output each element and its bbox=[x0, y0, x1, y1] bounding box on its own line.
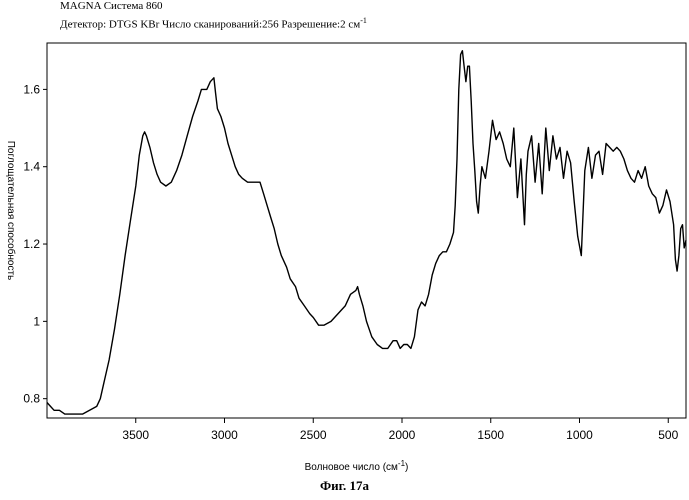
spectrum-line bbox=[47, 51, 686, 414]
figure-caption: Фиг. 17а bbox=[0, 478, 689, 494]
y-axis-label: Поглощательная способность bbox=[5, 141, 17, 281]
y-tick-label: 0.8 bbox=[23, 392, 40, 406]
y-tick-label: 1 bbox=[33, 314, 40, 328]
y-tick-label: 1.6 bbox=[23, 82, 40, 96]
x-tick-label: 3000 bbox=[211, 428, 238, 442]
x-tick-label: 3500 bbox=[122, 428, 149, 442]
x-axis-label: Волновое число (см-1) bbox=[305, 459, 409, 473]
x-axis-label-text: Волновое число (см bbox=[305, 462, 398, 473]
y-tick-label: 1.4 bbox=[23, 160, 40, 174]
x-tick-label: 1000 bbox=[566, 428, 593, 442]
x-tick-label: 2000 bbox=[389, 428, 416, 442]
x-axis-label-end: ) bbox=[405, 462, 408, 473]
x-tick-label: 500 bbox=[658, 428, 678, 442]
x-tick-label: 1500 bbox=[477, 428, 504, 442]
plot-frame bbox=[47, 43, 686, 418]
y-tick-label: 1.2 bbox=[23, 237, 40, 251]
x-tick-label: 2500 bbox=[300, 428, 327, 442]
x-axis-ticks: 3500 3000 2500 2000 1500 1000 500 bbox=[122, 418, 678, 442]
y-axis-ticks: 0.8 1 1.2 1.4 1.6 bbox=[23, 82, 47, 405]
